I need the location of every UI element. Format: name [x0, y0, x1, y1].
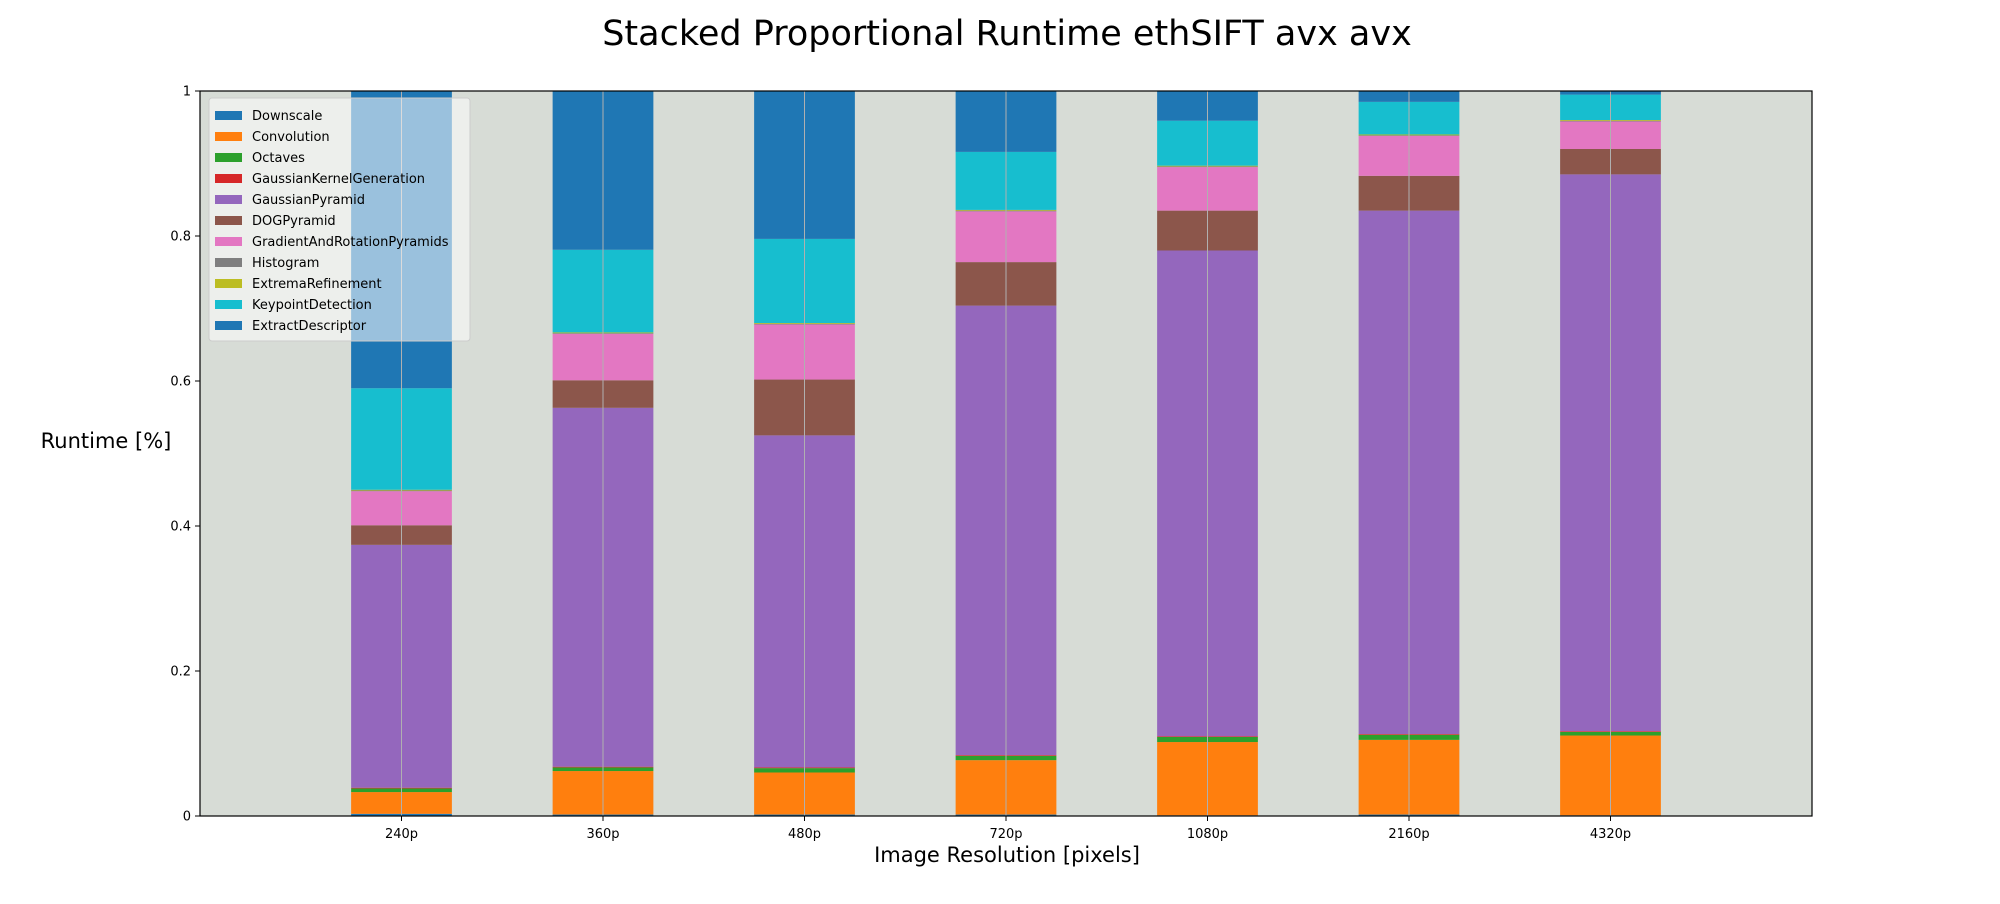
legend-swatch-GradientAndRotationPyramids — [215, 237, 242, 246]
chart-title: Stacked Proportional Runtime ethSIFT avx… — [602, 14, 1412, 54]
x-tick-label: 4320p — [1590, 827, 1631, 842]
x-tick-label: 240p — [385, 827, 418, 842]
y-tick-label: 0.2 — [170, 665, 191, 680]
legend-swatch-DOGPyramid — [215, 216, 242, 225]
y-tick-label: 1 — [183, 85, 191, 100]
legend-swatch-ExtractDescriptor — [215, 321, 242, 330]
legend-swatch-ExtremaRefinement — [215, 279, 242, 288]
y-tick-label: 0 — [183, 810, 191, 825]
legend-label: GaussianPyramid — [252, 193, 365, 208]
legend-label: ExtremaRefinement — [252, 277, 382, 292]
plot-area: 240p 360p 480p 720p 1080p 2160p 4320p 0 0.2 0.4 0.… — [170, 85, 1813, 842]
legend-label: Convolution — [252, 130, 330, 145]
legend-label: ExtractDescriptor — [252, 319, 367, 334]
x-tick-label: 1080p — [1187, 827, 1228, 842]
legend-box — [208, 97, 471, 342]
legend-swatch-Histogram — [215, 258, 242, 267]
legend-swatch-Octaves — [215, 153, 242, 162]
y-axis-label: Runtime [%] — [41, 429, 172, 453]
legend-label: Octaves — [252, 151, 305, 166]
legend-swatch-KeypointDetection — [215, 300, 242, 309]
x-tick-label: 2160p — [1388, 827, 1429, 842]
x-axis-label: Image Resolution [pixels] — [874, 843, 1140, 867]
legend-label: Histogram — [252, 256, 319, 271]
x-tick-label: 480p — [788, 827, 821, 842]
legend-label: GradientAndRotationPyramids — [252, 235, 449, 250]
x-tick-label: 720p — [989, 827, 1022, 842]
legend-label: GaussianKernelGeneration — [252, 172, 425, 187]
y-tick-label: 0.8 — [170, 230, 191, 245]
legend-swatch-GaussianPyramid — [215, 195, 242, 204]
y-tick-label: 0.6 — [170, 375, 191, 390]
legend-label: KeypointDetection — [252, 298, 372, 313]
legend-swatch-Downscale — [215, 111, 242, 120]
legend-swatch-Convolution — [215, 132, 242, 141]
legend-label: DOGPyramid — [252, 214, 336, 229]
x-tick-label: 360p — [586, 827, 619, 842]
legend: Downscale Convolution Octaves GaussianKerne… — [208, 97, 471, 342]
y-tick-label: 0.4 — [170, 520, 191, 535]
legend-swatch-GaussianKernelGeneration — [215, 174, 242, 183]
legend-label: Downscale — [252, 109, 322, 124]
